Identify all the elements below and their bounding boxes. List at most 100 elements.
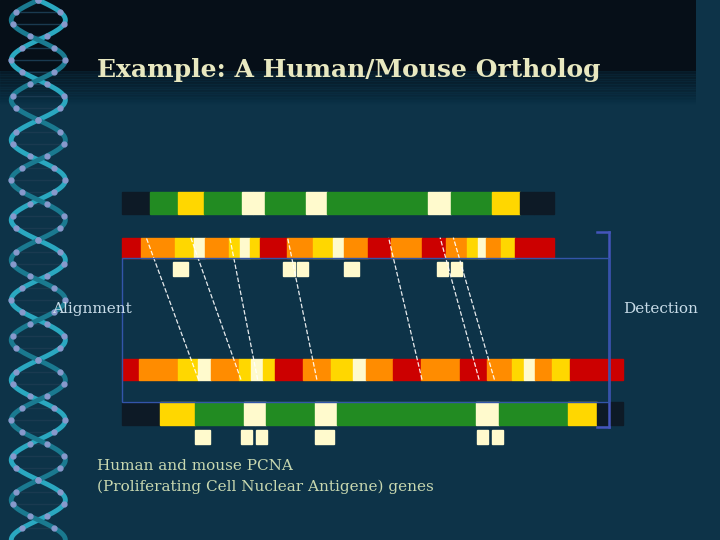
Bar — [451, 262, 462, 276]
Bar — [253, 192, 265, 214]
Bar — [284, 262, 294, 276]
Bar — [437, 262, 449, 276]
Bar — [520, 192, 534, 214]
Bar — [0, 99, 696, 101]
Bar — [240, 238, 250, 258]
Bar — [0, 80, 696, 82]
Bar — [122, 258, 609, 402]
Bar — [492, 430, 503, 444]
Bar — [598, 402, 624, 425]
Bar — [0, 91, 696, 93]
Bar — [204, 238, 229, 258]
Bar — [251, 359, 263, 380]
Bar — [512, 359, 524, 380]
Bar — [265, 192, 307, 214]
Bar — [344, 262, 359, 276]
Bar — [333, 238, 344, 258]
Bar — [428, 192, 439, 214]
Bar — [244, 402, 255, 425]
Bar — [173, 262, 188, 276]
Bar — [0, 73, 696, 75]
Text: Example: A Human/Mouse Ortholog: Example: A Human/Mouse Ortholog — [97, 58, 601, 82]
Bar — [266, 402, 315, 425]
Bar — [535, 359, 552, 380]
Bar — [122, 192, 150, 214]
Bar — [241, 430, 252, 444]
Bar — [303, 359, 330, 380]
Bar — [297, 262, 308, 276]
Bar — [0, 98, 696, 99]
Bar — [178, 192, 204, 214]
Bar — [229, 238, 240, 258]
Bar — [122, 238, 141, 258]
Bar — [487, 359, 512, 380]
Bar — [0, 90, 696, 91]
Bar — [275, 359, 303, 380]
Bar — [0, 75, 696, 77]
Bar — [0, 77, 696, 78]
Bar — [315, 402, 337, 425]
Bar — [487, 402, 499, 425]
Bar — [439, 192, 451, 214]
Bar — [194, 238, 204, 258]
Bar — [0, 93, 696, 94]
Bar — [393, 359, 421, 380]
Bar — [516, 238, 535, 258]
Bar — [255, 402, 266, 425]
Bar — [499, 402, 568, 425]
Bar — [307, 192, 328, 214]
Bar — [122, 402, 160, 425]
Bar — [0, 96, 696, 98]
Bar — [211, 359, 239, 380]
Bar — [178, 359, 199, 380]
Bar — [263, 359, 275, 380]
Bar — [141, 238, 175, 258]
Bar — [287, 238, 313, 258]
Bar — [535, 238, 554, 258]
Bar — [477, 402, 487, 425]
Bar — [175, 238, 194, 258]
Bar — [446, 238, 467, 258]
Bar — [150, 192, 178, 214]
Bar — [0, 78, 696, 80]
Bar — [552, 359, 570, 380]
Bar — [239, 359, 251, 380]
Bar — [204, 192, 243, 214]
Bar — [243, 192, 253, 214]
Bar — [199, 359, 211, 380]
Bar — [0, 82, 696, 83]
Bar — [570, 359, 598, 380]
Bar — [467, 238, 477, 258]
Bar — [0, 0, 696, 70]
Bar — [368, 238, 392, 258]
Bar — [492, 192, 520, 214]
Bar — [422, 238, 446, 258]
Bar — [256, 430, 267, 444]
Bar — [0, 70, 696, 72]
Bar — [534, 192, 554, 214]
Bar — [195, 402, 244, 425]
Bar — [366, 359, 393, 380]
Bar — [337, 402, 477, 425]
Bar — [459, 359, 487, 380]
Bar — [0, 88, 696, 90]
Bar — [160, 402, 195, 425]
Bar — [0, 101, 696, 103]
Bar — [477, 430, 488, 444]
Text: Detection: Detection — [624, 302, 698, 315]
Bar — [313, 238, 333, 258]
Bar — [139, 359, 178, 380]
Bar — [451, 192, 492, 214]
Bar — [344, 238, 368, 258]
Bar — [477, 238, 486, 258]
Text: Alignment: Alignment — [53, 302, 132, 315]
Bar — [0, 72, 696, 73]
Bar — [486, 238, 501, 258]
Bar — [261, 238, 287, 258]
Text: Human and mouse PCNA
(Proliferating Cell Nuclear Antigene) genes: Human and mouse PCNA (Proliferating Cell… — [97, 459, 434, 494]
Bar — [328, 192, 428, 214]
Bar — [524, 359, 535, 380]
Bar — [195, 430, 210, 444]
Bar — [0, 83, 696, 85]
Bar — [0, 85, 696, 86]
